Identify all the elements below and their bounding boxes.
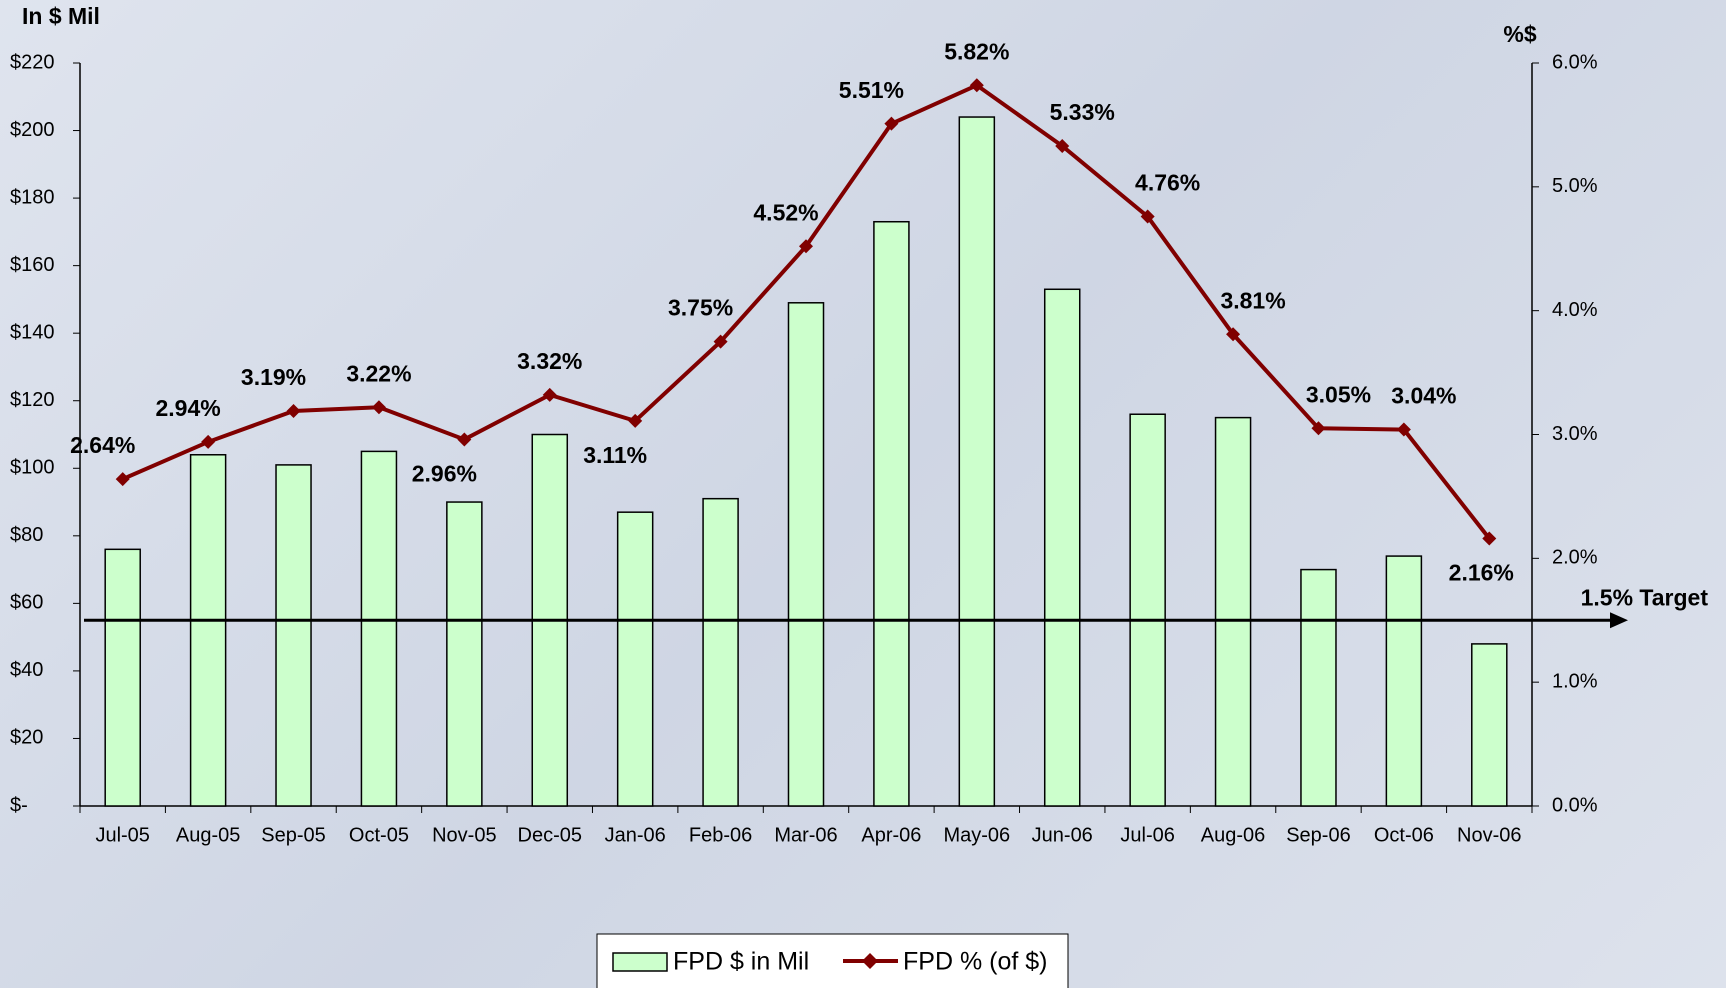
legend-label: FPD $ in Mil — [673, 948, 809, 976]
target-label: 1.5% Target — [1581, 584, 1709, 610]
bar — [104, 548, 141, 807]
line-marker — [884, 116, 899, 131]
data-label: 2.64% — [70, 432, 135, 458]
y-tick-label: $20 — [10, 727, 43, 749]
line-marker — [628, 413, 643, 428]
bar — [787, 302, 825, 807]
line-marker — [1226, 327, 1241, 342]
x-tick-label: May-06 — [943, 824, 1010, 846]
bar — [1214, 416, 1252, 807]
data-label: 2.96% — [412, 461, 477, 487]
x-tick-label: Feb-06 — [689, 824, 752, 846]
x-tick-label: Oct-05 — [349, 824, 409, 846]
line-marker — [1396, 422, 1411, 437]
y-tick-label: $140 — [10, 321, 55, 343]
data-label: 5.51% — [839, 77, 904, 103]
line-marker — [1055, 138, 1070, 153]
line-marker — [1311, 421, 1326, 436]
line-marker — [201, 434, 216, 449]
y-tick-label: $100 — [10, 457, 55, 479]
x-tick-label: Jul-05 — [95, 824, 149, 846]
data-label: 3.05% — [1306, 381, 1371, 407]
data-label: 2.16% — [1449, 560, 1514, 586]
data-label: 5.82% — [944, 38, 1009, 64]
data-label: 3.11% — [583, 442, 647, 468]
y2-axis-title: %$ — [1503, 21, 1536, 47]
y-tick-label: $180 — [10, 186, 55, 208]
bar — [189, 454, 227, 807]
y2-tick-label: 4.0% — [1552, 299, 1598, 321]
data-label: 3.81% — [1220, 287, 1285, 313]
line-marker — [969, 78, 984, 93]
x-tick-label: Aug-06 — [1201, 824, 1266, 846]
data-label: 3.32% — [517, 348, 582, 374]
y2-tick-label: 6.0% — [1552, 51, 1598, 73]
bar — [958, 116, 996, 807]
x-tick-label: Apr-06 — [861, 824, 921, 846]
x-tick-label: Sep-06 — [1286, 824, 1351, 846]
line-marker — [713, 334, 728, 349]
y-tick-label: $80 — [10, 524, 43, 546]
bar — [1129, 413, 1166, 807]
x-tick-label: Jul-06 — [1120, 824, 1174, 846]
x-tick-label: Mar-06 — [774, 824, 837, 846]
x-tick-label: Aug-05 — [176, 824, 241, 846]
bar — [702, 497, 739, 807]
data-label: 3.22% — [346, 360, 411, 386]
y-tick-label: $- — [10, 794, 28, 816]
y-tick-label: $120 — [10, 389, 55, 411]
bar — [616, 511, 654, 807]
data-label: 3.75% — [668, 295, 733, 321]
line-marker — [1482, 531, 1497, 546]
x-tick-label: Oct-06 — [1374, 824, 1434, 846]
line-marker — [457, 432, 472, 447]
legend-label: FPD % (of $) — [903, 948, 1047, 976]
line-marker — [115, 472, 130, 487]
bar — [1043, 288, 1081, 807]
y-tick-label: $220 — [10, 51, 55, 73]
x-tick-label: Nov-06 — [1457, 824, 1521, 846]
bar — [1471, 643, 1508, 807]
x-tick-label: Dec-05 — [518, 824, 582, 846]
y-tick-label: $40 — [10, 659, 43, 681]
line-marker — [542, 387, 557, 402]
legend-marker — [862, 953, 878, 969]
bar — [1300, 568, 1337, 807]
y-tick-label: $200 — [10, 119, 55, 141]
data-label: 3.19% — [241, 364, 306, 390]
line-marker — [286, 403, 301, 418]
bar — [360, 450, 398, 807]
y2-tick-label: 0.0% — [1552, 794, 1598, 816]
legend-swatch — [612, 952, 668, 972]
line-marker — [1140, 209, 1155, 224]
x-tick-label: Nov-05 — [432, 824, 496, 846]
y2-tick-label: 5.0% — [1552, 175, 1598, 197]
y-tick-label: $60 — [10, 592, 43, 614]
legend-box — [596, 933, 1069, 988]
bar — [275, 464, 312, 807]
target-arrow — [1610, 612, 1628, 629]
data-label: 2.94% — [156, 395, 221, 421]
data-label: 4.52% — [753, 199, 818, 225]
bar — [873, 220, 910, 807]
line-marker — [799, 239, 813, 254]
data-label: 5.33% — [1050, 99, 1115, 125]
bar — [1385, 555, 1423, 807]
y2-tick-label: 3.0% — [1552, 423, 1598, 445]
data-label: 4.76% — [1135, 170, 1200, 196]
y-tick-label: $160 — [10, 254, 55, 276]
y2-tick-label: 1.0% — [1552, 670, 1598, 692]
data-label: 3.04% — [1391, 383, 1456, 409]
x-tick-label: Jan-06 — [605, 824, 666, 846]
y-axis-title: In $ Mil — [22, 3, 100, 29]
y2-tick-label: 2.0% — [1552, 547, 1598, 569]
bar — [446, 501, 483, 807]
x-tick-label: Sep-05 — [261, 824, 326, 846]
line-marker — [371, 400, 386, 415]
x-tick-label: Jun-06 — [1032, 824, 1093, 846]
